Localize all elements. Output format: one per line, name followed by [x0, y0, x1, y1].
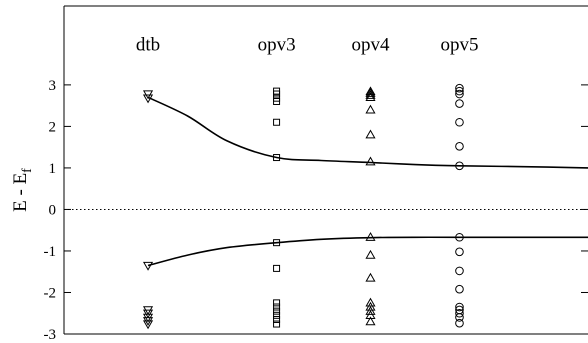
category-label-dtb: dtb [136, 34, 160, 55]
dtb-data-point [142, 94, 154, 104]
opv4-data-point [365, 87, 376, 97]
y-tick-label: -3 [44, 327, 57, 343]
y-tick-label: 0 [49, 202, 57, 218]
data-markers [142, 83, 464, 330]
opv3-data-point [273, 264, 281, 272]
opv4-data-point [365, 90, 376, 99]
y-axis-label-subscript: f [20, 168, 35, 173]
y-axis-ticks: -3 -2 -1 0 1 2 3 [44, 78, 588, 343]
opv4-data-point [365, 156, 376, 166]
category-label-opv5: opv5 [440, 34, 478, 55]
curve-lower [147, 236, 588, 267]
opv3-data-point [273, 90, 281, 98]
opv5-data-point [455, 313, 464, 322]
opv4-data-point [365, 316, 376, 326]
category-labels: dtb opv3 opv4 opv5 [136, 34, 479, 55]
opv4-data-point [365, 232, 376, 241]
y-tick-label: -2 [44, 285, 57, 301]
opv5-data-point [455, 302, 464, 312]
y-tick-label: 1 [49, 161, 57, 177]
curve-upper [147, 96, 588, 169]
opv4-data-point [365, 305, 376, 315]
opv4-data-point [365, 310, 376, 319]
y-tick-label: 3 [49, 78, 57, 94]
opv5-data-point [455, 142, 464, 151]
dtb-data-point [142, 320, 154, 330]
opv5-data-point [455, 117, 464, 127]
opv3-data-point [273, 299, 281, 307]
opv5-data-point [455, 247, 464, 257]
opv3-data-point [273, 118, 281, 126]
category-label-opv4: opv4 [351, 34, 390, 55]
opv5-data-point [455, 308, 464, 318]
opv3-data-point [273, 303, 281, 311]
opv5-data-point [455, 99, 464, 108]
opv3-data-point [273, 97, 281, 105]
y-axis-label-main: E - E [10, 173, 31, 212]
y-tick-label: -1 [44, 244, 57, 260]
fitted-curves [147, 96, 588, 267]
opv5-data-point [455, 161, 464, 171]
opv5-data-point [455, 232, 464, 242]
opv5-data-point [455, 266, 464, 276]
opv3-data-point [273, 315, 281, 323]
opv5-data-point [455, 89, 464, 99]
opv4-data-point [365, 86, 376, 96]
dtb-data-point [142, 261, 154, 271]
opv4-data-point [365, 92, 376, 101]
opv5-data-point [455, 86, 464, 96]
opv4-data-point [365, 249, 376, 259]
y-tick-label: 2 [49, 119, 57, 135]
opv5-data-point [455, 83, 464, 93]
y-axis-label: E - Ef [10, 168, 35, 212]
opv5-data-point [455, 318, 464, 328]
opv3-data-point [273, 239, 281, 247]
opv3-data-point [273, 320, 281, 328]
opv4-data-point [365, 104, 376, 114]
opv4-data-point [365, 129, 376, 139]
category-label-opv3: opv3 [258, 34, 296, 55]
opv3-data-point [273, 154, 281, 162]
opv3-data-point [273, 307, 281, 315]
opv3-data-point [273, 311, 281, 319]
opv5-data-point [455, 284, 464, 294]
plot-frame [63, 5, 588, 335]
opv4-data-point [365, 272, 376, 282]
